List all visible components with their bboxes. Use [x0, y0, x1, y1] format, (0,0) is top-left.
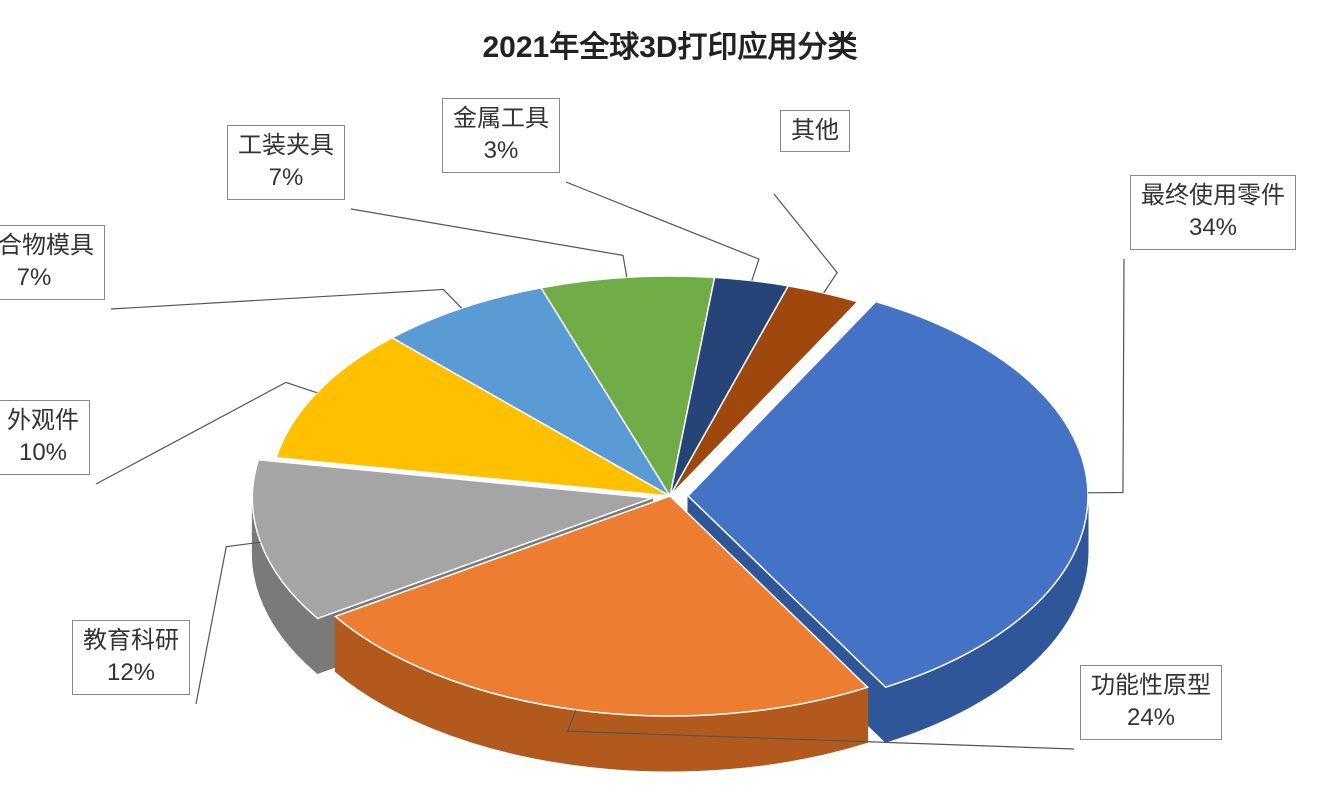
slice-label: 其他: [780, 110, 850, 152]
leader-line: [351, 209, 627, 277]
leader-line: [774, 194, 837, 293]
slice-label: 聚合物模具7%: [0, 225, 105, 300]
slice-label: 最终使用零件34%: [1130, 175, 1296, 250]
leader-line: [566, 182, 759, 281]
leader-line: [1088, 259, 1124, 493]
slice-label: 外观件10%: [0, 400, 90, 475]
leader-line: [196, 542, 261, 704]
slice-label: 金属工具3%: [442, 98, 560, 173]
leader-line: [111, 289, 462, 309]
chart-title: 2021年全球3D打印应用分类: [0, 0, 1340, 66]
slice-label: 工装夹具7%: [227, 125, 345, 200]
slice-label: 教育科研12%: [72, 620, 190, 695]
slice-label: 功能性原型24%: [1080, 665, 1222, 740]
